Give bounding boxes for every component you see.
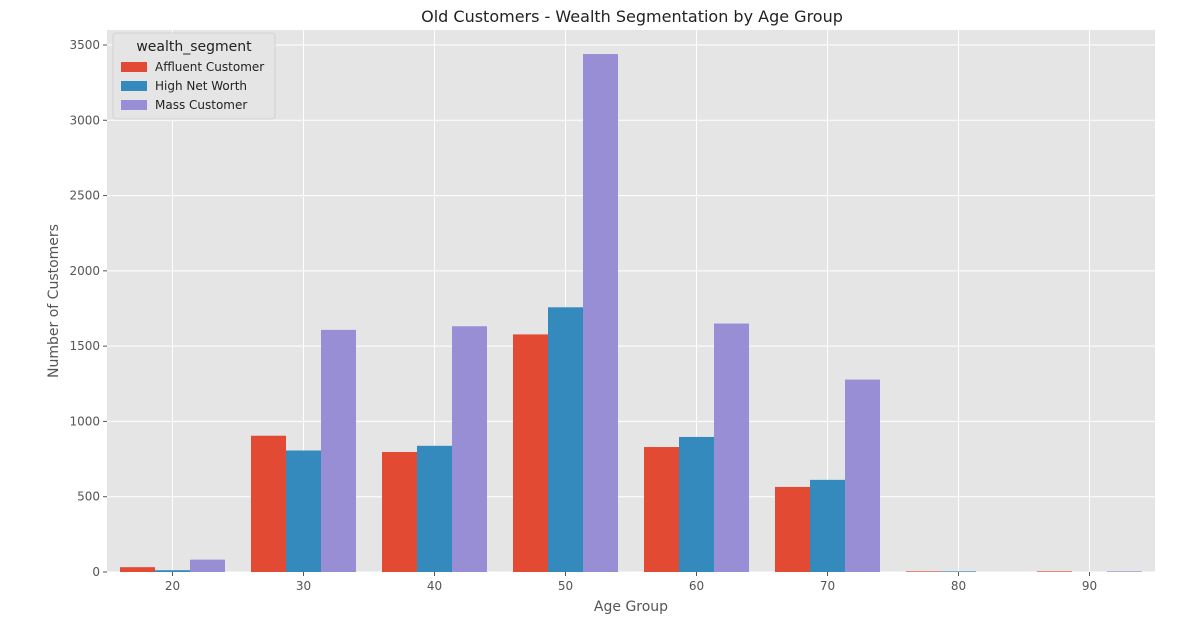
bar bbox=[321, 329, 356, 572]
y-tick-label: 1000 bbox=[69, 414, 100, 428]
bar bbox=[513, 334, 548, 572]
x-tick-label: 80 bbox=[951, 579, 966, 593]
legend-entry-label: Affluent Customer bbox=[155, 60, 264, 74]
bar bbox=[845, 379, 880, 572]
x-tick-label: 60 bbox=[689, 579, 704, 593]
x-axis-label: Age Group bbox=[594, 599, 668, 615]
y-tick-label: 0 bbox=[92, 565, 100, 579]
y-tick-label: 3500 bbox=[69, 38, 100, 52]
legend-entry-label: Mass Customer bbox=[155, 98, 247, 112]
bar bbox=[941, 571, 976, 572]
legend-items: Affluent Customer High Net Worth Mass Cust… bbox=[121, 60, 264, 112]
x-tick-label: 70 bbox=[820, 579, 835, 593]
bar bbox=[679, 436, 714, 572]
y-tick-label: 2000 bbox=[69, 264, 100, 278]
bar bbox=[452, 326, 487, 572]
bar bbox=[583, 54, 618, 572]
bar bbox=[810, 479, 845, 572]
bar bbox=[120, 567, 155, 572]
y-axis-label: Number of Customers bbox=[46, 224, 62, 378]
legend-title: wealth_segment bbox=[136, 39, 252, 55]
chart-title: Old Customers - Wealth Segmentation by A… bbox=[421, 7, 843, 26]
bar bbox=[382, 451, 417, 572]
bar bbox=[548, 307, 583, 572]
legend-swatch bbox=[121, 62, 147, 72]
y-tick-label: 500 bbox=[77, 490, 100, 504]
bar bbox=[714, 323, 749, 572]
bar bbox=[251, 435, 286, 572]
legend-swatch bbox=[121, 100, 147, 110]
x-tick-label: 20 bbox=[165, 579, 180, 593]
x-tick-label: 50 bbox=[558, 579, 573, 593]
bar bbox=[190, 559, 225, 572]
bar bbox=[644, 447, 679, 572]
y-tick-label: 2500 bbox=[69, 189, 100, 203]
legend: wealth_segment Affluent Customer High Net… bbox=[112, 32, 276, 120]
x-tick-label: 90 bbox=[1082, 579, 1097, 593]
x-axis-ticks: 20 30 40 50 60 70 80 90 bbox=[165, 572, 1097, 593]
bar bbox=[417, 445, 452, 572]
bar bbox=[155, 570, 190, 572]
legend-swatch bbox=[121, 81, 147, 91]
bar bbox=[286, 450, 321, 572]
legend-entry-label: High Net Worth bbox=[155, 79, 247, 93]
y-tick-label: 1500 bbox=[69, 339, 100, 353]
x-tick-label: 30 bbox=[296, 579, 311, 593]
bar bbox=[1107, 571, 1142, 572]
bar bbox=[775, 486, 810, 572]
bar bbox=[1037, 571, 1072, 572]
y-tick-label: 3000 bbox=[69, 113, 100, 127]
bars bbox=[120, 54, 1142, 572]
x-tick-label: 40 bbox=[427, 579, 442, 593]
y-axis-ticks: 0 500 1000 1500 2000 2500 3000 3500 bbox=[69, 38, 107, 579]
legend-box bbox=[112, 32, 276, 120]
bar bbox=[906, 571, 941, 572]
